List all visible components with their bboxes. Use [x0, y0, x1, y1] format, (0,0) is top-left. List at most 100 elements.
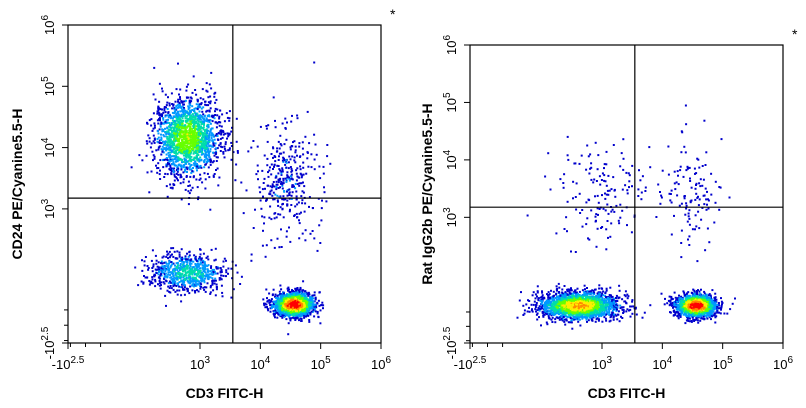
event-dot — [157, 167, 160, 169]
event-dot — [176, 149, 179, 152]
event-dot — [296, 314, 299, 317]
event-dot — [269, 307, 272, 310]
event-dot — [157, 148, 160, 151]
event-dot — [212, 175, 215, 178]
event-dot — [174, 124, 177, 126]
event-dot — [173, 167, 176, 170]
event-dot — [262, 298, 265, 301]
event-dot — [620, 315, 622, 318]
event-dot — [216, 122, 219, 125]
event-dot — [199, 269, 202, 272]
event-dot — [165, 122, 168, 125]
event-dot — [209, 148, 212, 151]
event-dot — [608, 311, 611, 314]
event-dot — [180, 143, 183, 146]
event-dot — [294, 314, 297, 317]
y-tick-label: 105 — [40, 76, 57, 96]
event-dot — [592, 289, 595, 292]
event-dot — [169, 254, 172, 257]
event-dot — [185, 111, 188, 114]
event-dot — [298, 219, 300, 222]
event-dot — [165, 255, 168, 258]
event-dot — [274, 293, 277, 296]
event-dot — [215, 147, 218, 150]
event-dot — [180, 150, 183, 153]
event-dot — [203, 123, 205, 126]
event-dot — [151, 249, 154, 252]
event-dot — [181, 267, 184, 269]
event-dot — [189, 268, 192, 271]
event-dot — [191, 130, 194, 133]
event-dot — [277, 187, 280, 189]
event-dot — [266, 307, 269, 310]
event-dot — [289, 175, 292, 178]
event-dot — [180, 124, 183, 127]
event-dot — [275, 175, 278, 178]
event-dot — [307, 294, 310, 297]
event-dot — [159, 178, 162, 180]
event-dot — [201, 137, 203, 140]
event-dot — [157, 276, 160, 279]
event-dot — [153, 122, 156, 125]
event-dot — [203, 145, 206, 148]
event-dot — [192, 159, 195, 161]
event-dot — [209, 163, 212, 166]
event-dot — [200, 102, 203, 105]
event-dot — [152, 127, 155, 130]
event-dot — [280, 228, 282, 231]
event-dot — [314, 310, 317, 313]
event-dot — [605, 297, 608, 300]
event-dot — [270, 239, 273, 242]
event-dot — [176, 106, 179, 109]
event-dot — [549, 304, 551, 307]
event-dot — [301, 190, 304, 193]
event-dot — [283, 190, 286, 193]
event-dot — [178, 289, 181, 292]
event-dot — [290, 302, 293, 305]
event-dot — [273, 165, 275, 168]
event-dot — [282, 160, 285, 163]
event-dot — [166, 127, 169, 130]
event-dot — [198, 127, 201, 130]
event-dot — [175, 164, 177, 167]
event-dot — [267, 175, 270, 178]
event-dot — [151, 267, 154, 269]
event-dot — [209, 102, 212, 105]
event-dot — [213, 138, 216, 141]
event-dot — [209, 276, 212, 279]
event-dot — [258, 186, 261, 189]
event-dot — [276, 194, 279, 197]
event-dot — [289, 295, 292, 298]
event-dot — [169, 265, 172, 268]
event-dot — [578, 318, 581, 321]
event-dot — [265, 125, 268, 127]
event-dot — [300, 320, 303, 322]
event-dot — [278, 298, 280, 301]
event-dot — [282, 294, 285, 297]
event-dot — [302, 166, 305, 169]
event-dot — [200, 273, 203, 276]
event-dot — [204, 266, 206, 269]
event-dot — [631, 300, 634, 303]
event-dot — [218, 117, 221, 120]
event-dot — [300, 211, 302, 214]
event-dot — [274, 212, 277, 215]
event-dot — [218, 144, 221, 147]
event-dot — [194, 118, 197, 121]
event-dot — [312, 297, 315, 300]
event-dot — [554, 311, 557, 314]
event-dot — [194, 144, 196, 147]
event-dot — [168, 290, 171, 293]
event-dot — [302, 181, 304, 184]
event-dot — [171, 187, 174, 190]
event-dot — [539, 296, 542, 299]
event-dot — [284, 163, 287, 166]
event-dot — [210, 134, 213, 137]
event-dot — [317, 316, 320, 319]
event-dot — [161, 113, 164, 116]
event-dot — [190, 189, 193, 192]
event-dot — [203, 274, 206, 277]
event-dot — [278, 155, 280, 158]
event-dot — [174, 150, 177, 152]
event-dot — [186, 171, 188, 173]
